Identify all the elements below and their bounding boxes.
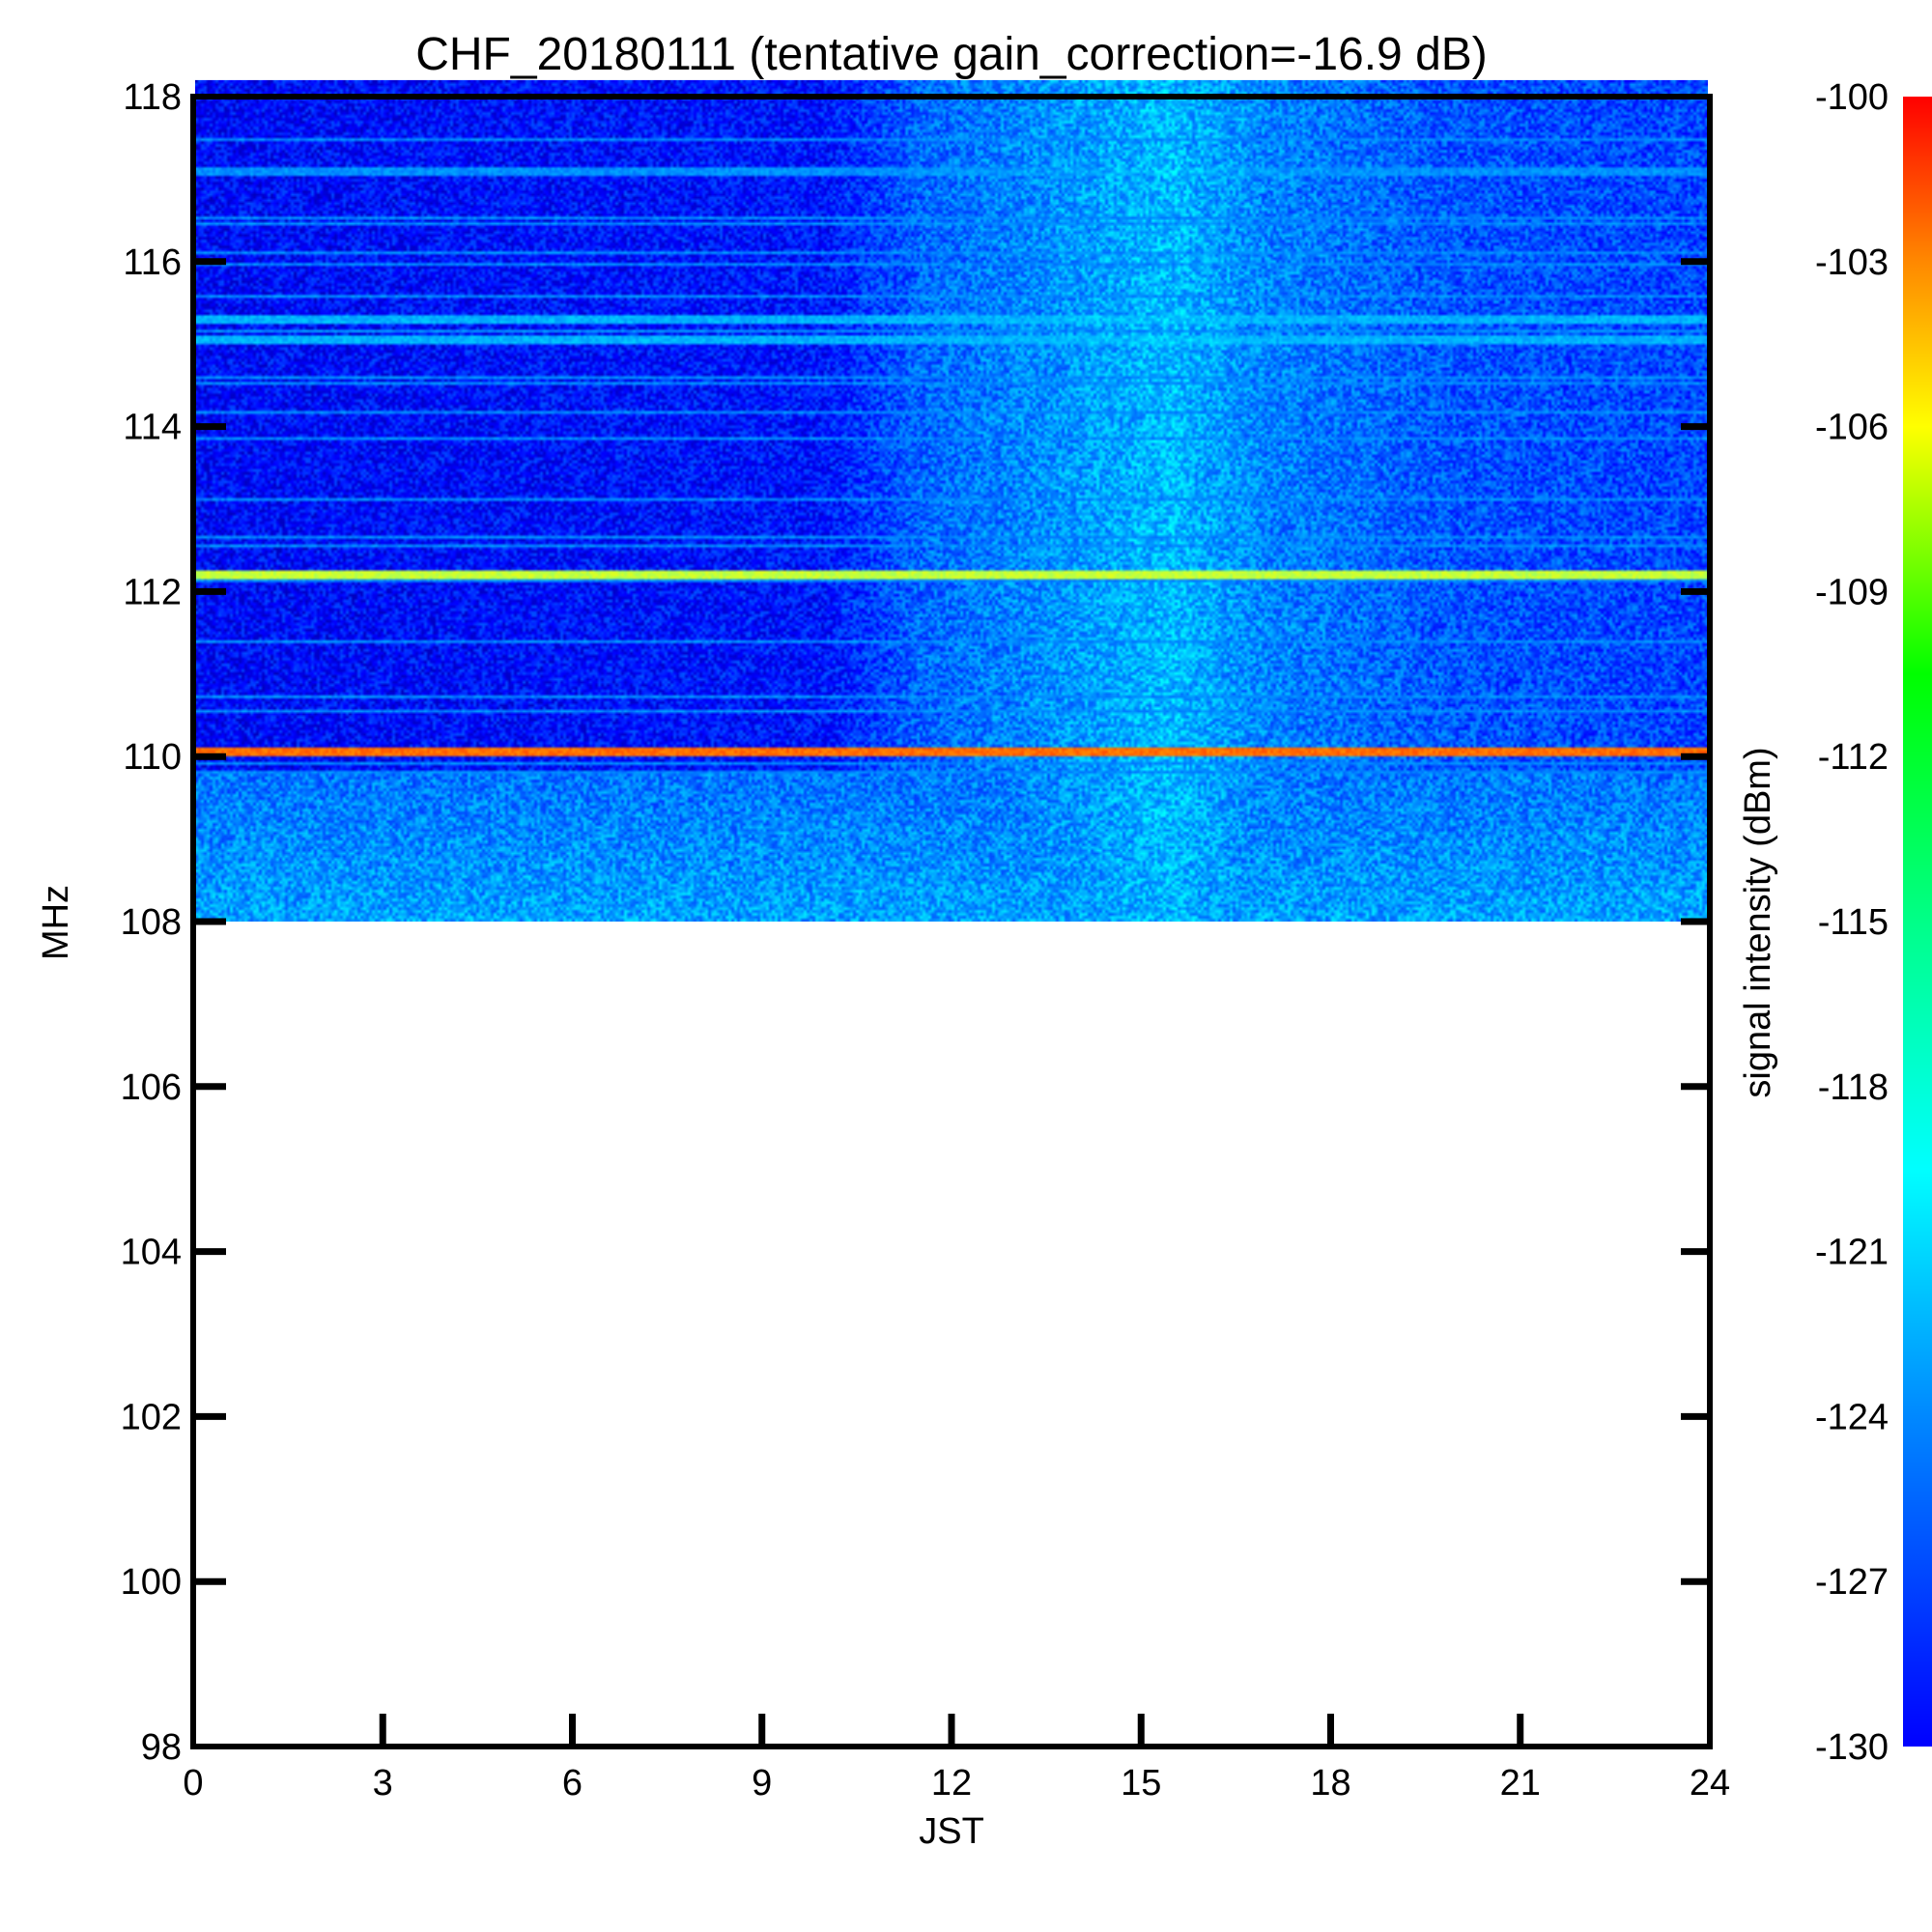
- x-tick-label: 18: [1310, 1763, 1350, 1804]
- y-axis-label: MHz: [36, 885, 76, 960]
- spectrogram-heatmap: [195, 79, 1708, 923]
- x-axis-label: JST: [919, 1811, 984, 1852]
- colorbar-tick-label: -130: [1815, 1727, 1889, 1768]
- colorbar-tick-label: -109: [1815, 572, 1889, 612]
- plot-frame: [190, 94, 1713, 1749]
- colorbar-label: signal intensity (dBm): [1738, 747, 1778, 1097]
- y-tick-label: 112: [123, 572, 182, 612]
- colorbar-tick-label: -106: [1815, 408, 1889, 448]
- x-tick-label: 24: [1690, 1763, 1730, 1804]
- colorbar-tick-label: -118: [1818, 1067, 1889, 1108]
- y-tick-label: 102: [121, 1397, 182, 1437]
- x-tick-label: 12: [931, 1763, 972, 1804]
- colorbar-tick-label: -127: [1815, 1562, 1889, 1603]
- colorbar-tick-label: -121: [1815, 1233, 1889, 1273]
- x-tick-label: 15: [1121, 1763, 1161, 1804]
- x-tick-label: 6: [562, 1763, 582, 1804]
- y-tick-label: 114: [123, 408, 182, 448]
- colorbar-tick-label: -103: [1815, 242, 1889, 283]
- y-tick-label: 98: [141, 1727, 182, 1768]
- chart-title: CHF_20180111 (tentative gain_correction=…: [415, 29, 1488, 80]
- x-tick-label: 9: [752, 1763, 772, 1804]
- y-tick-label: 104: [121, 1233, 182, 1273]
- colorbar-tick-label: -124: [1815, 1397, 1889, 1437]
- x-tick-label: 3: [373, 1763, 393, 1804]
- colorbar: [1903, 97, 1932, 1747]
- colorbar-tick-label: -115: [1818, 902, 1889, 943]
- y-tick-label: 100: [121, 1562, 182, 1603]
- colorbar-ticks: -100 -103 -106 -109 -112 -115 -118 -121 -124 -127…: [1815, 77, 1889, 1768]
- y-tick-label: 110: [123, 737, 182, 778]
- y-tick-label: 118: [123, 77, 182, 118]
- x-axis-ticks: 0 3 6 9 12 15 18 21 24: [183, 1714, 1730, 1804]
- colorbar-tick-label: -112: [1818, 737, 1889, 778]
- y-tick-label: 108: [121, 902, 182, 943]
- colorbar-tick-label: -100: [1815, 77, 1889, 118]
- y-axis-ticks: 98 100 102 104 106 108 110 112 114 116 118: [121, 77, 1710, 1768]
- y-tick-label: 116: [123, 242, 182, 283]
- x-tick-label: 0: [183, 1763, 203, 1804]
- x-tick-label: 21: [1500, 1763, 1541, 1804]
- y-tick-label: 106: [121, 1067, 182, 1108]
